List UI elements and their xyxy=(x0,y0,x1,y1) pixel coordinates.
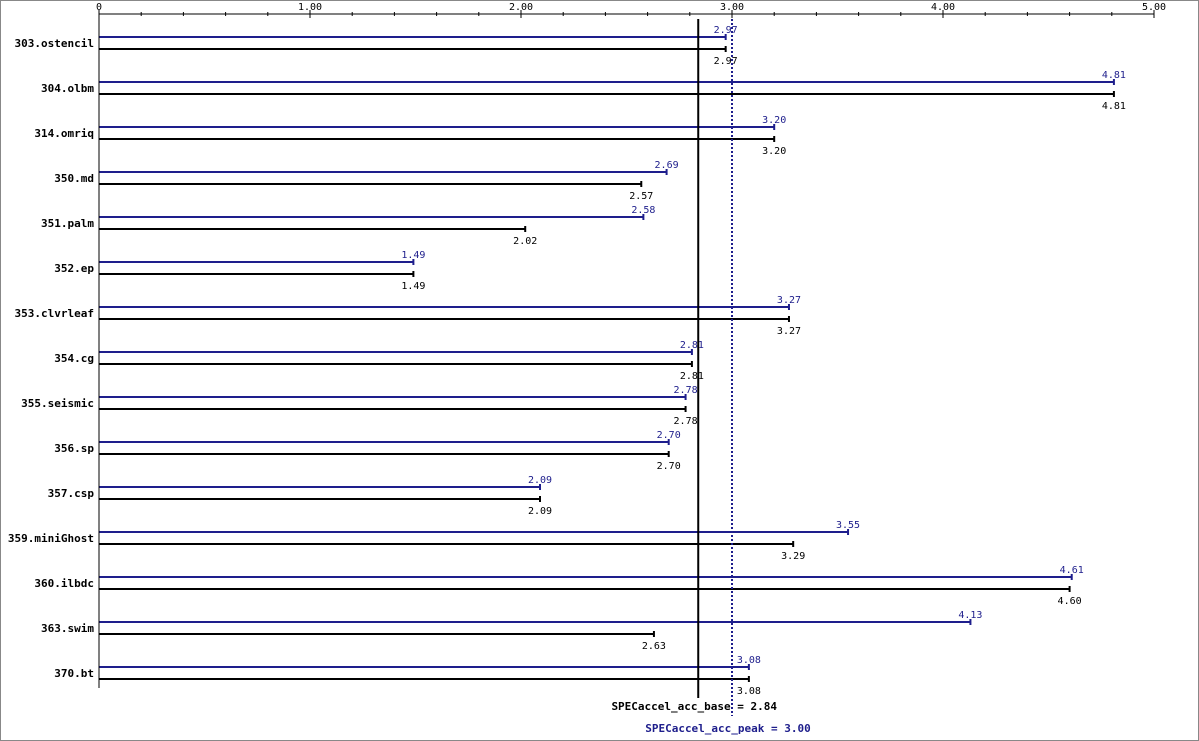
benchmark-row: 360.ilbdc 4.61 4.60 xyxy=(34,565,1083,607)
benchmark-row: 351.palm 2.58 2.02 xyxy=(41,205,655,247)
benchmark-label: 314.omriq xyxy=(34,127,94,140)
benchmark-label: 356.sp xyxy=(54,442,94,455)
x-tick-label: 3.00 xyxy=(720,2,744,13)
x-tick-label: 2.00 xyxy=(509,2,533,13)
peak-summary-label: SPECaccel_acc_peak = 3.00 xyxy=(645,722,811,735)
base-value-label: 2.70 xyxy=(657,461,681,472)
base-value-label: 3.27 xyxy=(777,326,801,337)
benchmark-row: 353.clvrleaf 3.27 3.27 xyxy=(15,295,802,337)
base-value-label: 1.49 xyxy=(401,281,425,292)
benchmark-label: 303.ostencil xyxy=(15,37,94,50)
benchmark-label: 363.swim xyxy=(41,622,94,635)
benchmark-row: 359.miniGhost 3.55 3.29 xyxy=(8,520,860,562)
x-tick-label: 0 xyxy=(96,2,102,13)
base-value-label: 2.09 xyxy=(528,506,552,517)
base-value-label: 4.60 xyxy=(1058,596,1082,607)
peak-value-label: 1.49 xyxy=(401,250,425,261)
bars: 303.ostencil 2.97 2.97 304.olbm 4.81 4.81 314.… xyxy=(8,14,1126,697)
peak-value-label: 2.58 xyxy=(631,205,655,216)
benchmark-row: 304.olbm 4.81 4.81 xyxy=(41,70,1126,112)
benchmark-row: 356.sp 2.70 2.70 xyxy=(54,430,680,472)
base-value-label: 3.29 xyxy=(781,551,805,562)
peak-value-label: 2.09 xyxy=(528,475,552,486)
peak-value-label: 3.08 xyxy=(737,655,761,666)
base-summary-label: SPECaccel_acc_base = 2.84 xyxy=(611,700,777,713)
base-value-label: 2.97 xyxy=(714,56,738,67)
benchmark-label: 355.seismic xyxy=(21,397,94,410)
benchmark-row: 370.bt 3.08 3.08 xyxy=(54,655,761,697)
base-value-label: 3.20 xyxy=(762,146,786,157)
peak-value-label: 2.97 xyxy=(714,25,738,36)
benchmark-row: 354.cg 2.81 2.81 xyxy=(54,340,704,382)
peak-value-label: 3.27 xyxy=(777,295,801,306)
x-axis: 0 1.00 2.00 3.00 4.00 5.00 xyxy=(96,2,1166,18)
peak-value-label: 2.81 xyxy=(680,340,704,351)
base-value-label: 2.81 xyxy=(680,371,704,382)
peak-value-label: 4.81 xyxy=(1102,70,1126,81)
x-tick-label: 5.00 xyxy=(1142,2,1166,13)
peak-value-label: 2.70 xyxy=(657,430,681,441)
peak-value-label: 2.78 xyxy=(674,385,698,396)
peak-value-label: 4.61 xyxy=(1060,565,1084,576)
base-value-label: 3.08 xyxy=(737,686,761,697)
benchmark-row: 352.ep 1.49 1.49 xyxy=(54,250,425,292)
benchmark-label: 352.ep xyxy=(54,262,94,275)
benchmark-row: 355.seismic 2.78 2.78 xyxy=(21,385,697,427)
benchmark-label: 354.cg xyxy=(54,352,94,365)
peak-value-label: 3.20 xyxy=(762,115,786,126)
benchmark-label: 359.miniGhost xyxy=(8,532,94,545)
benchmark-label: 357.csp xyxy=(48,487,95,500)
benchmark-row: 363.swim 4.13 2.63 xyxy=(41,610,982,652)
x-tick-label: 1.00 xyxy=(298,2,322,13)
x-tick-label: 4.00 xyxy=(931,2,955,13)
benchmark-label: 353.clvrleaf xyxy=(15,307,94,320)
benchmark-row: 303.ostencil 2.97 2.97 xyxy=(15,25,738,67)
benchmark-row: 357.csp 2.09 2.09 xyxy=(48,475,552,517)
base-value-label: 2.78 xyxy=(674,416,698,427)
benchmark-label: 370.bt xyxy=(54,667,94,680)
reference-lines: SPECaccel_acc_base = 2.84 SPECaccel_acc_p… xyxy=(611,19,811,735)
base-value-label: 2.02 xyxy=(513,236,537,247)
base-value-label: 2.57 xyxy=(629,191,653,202)
peak-value-label: 2.69 xyxy=(655,160,679,171)
benchmark-label: 360.ilbdc xyxy=(34,577,94,590)
base-value-label: 2.63 xyxy=(642,641,666,652)
benchmark-row: 314.omriq 3.20 3.20 xyxy=(34,115,786,157)
benchmark-label: 351.palm xyxy=(41,217,94,230)
benchmark-row: 350.md 2.69 2.57 xyxy=(54,160,678,202)
base-value-label: 4.81 xyxy=(1102,101,1126,112)
benchmark-label: 350.md xyxy=(54,172,94,185)
benchmark-label: 304.olbm xyxy=(41,82,94,95)
peak-value-label: 3.55 xyxy=(836,520,860,531)
peak-value-label: 4.13 xyxy=(958,610,982,621)
